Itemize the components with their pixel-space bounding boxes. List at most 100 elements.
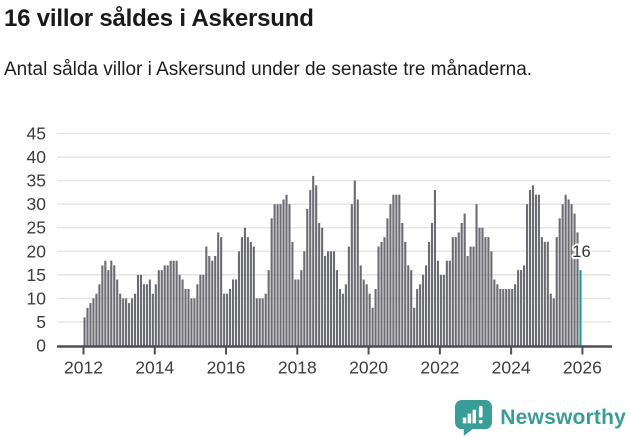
bar: [193, 298, 196, 346]
bar: [196, 284, 199, 346]
bar: [523, 265, 526, 346]
bar: [175, 260, 178, 346]
bar: [125, 298, 128, 346]
bar: [252, 246, 255, 346]
bar: [297, 279, 300, 346]
bar: [514, 284, 517, 346]
bar: [493, 279, 496, 346]
y-axis-label: 10: [27, 288, 47, 308]
bar: [534, 194, 537, 346]
bar: [163, 265, 166, 346]
x-axis-label: 2024: [492, 358, 531, 378]
bar: [178, 274, 181, 346]
bar: [131, 298, 134, 346]
y-axis-label: 20: [27, 241, 47, 261]
bar: [475, 204, 478, 346]
bar: [371, 307, 374, 346]
bar: [306, 208, 309, 346]
bar: [359, 265, 362, 346]
bar: [341, 293, 344, 346]
bar: [439, 274, 442, 346]
chart-subtitle: Antal sålda villor i Askersund under de …: [4, 59, 533, 80]
bar: [315, 185, 318, 346]
x-axis-label: 2016: [207, 358, 246, 378]
bar: [407, 265, 410, 346]
bar: [570, 204, 573, 346]
bar: [419, 284, 422, 346]
bar: [199, 274, 202, 346]
last-value-label: 16: [572, 243, 590, 261]
bar: [502, 288, 505, 346]
bar: [261, 298, 264, 346]
bar: [508, 288, 511, 346]
bar: [436, 260, 439, 346]
bar: [427, 241, 431, 346]
bar: [466, 255, 469, 346]
bar: [309, 190, 312, 346]
bar: [95, 293, 98, 346]
bar: [353, 180, 356, 346]
bar: [276, 204, 279, 346]
bar: [202, 274, 205, 346]
bar: [401, 223, 404, 346]
bar: [416, 288, 419, 346]
bar: [392, 194, 395, 346]
bar: [335, 270, 339, 346]
bar: [208, 255, 211, 346]
bar: [324, 255, 327, 346]
bar: [237, 251, 241, 346]
bar: [454, 237, 457, 346]
bar: [520, 270, 523, 346]
x-axis-label: 2018: [278, 358, 317, 378]
bar: [365, 284, 368, 346]
bar: [89, 303, 92, 346]
bar: [383, 237, 386, 346]
bar: [499, 288, 502, 346]
chart-title: 16 villor såldes i Askersund: [4, 5, 314, 32]
bar: [368, 293, 371, 346]
bar: [528, 190, 532, 346]
bar: [451, 237, 454, 346]
y-axis-label: 5: [36, 312, 46, 332]
bar: [211, 260, 214, 346]
bar: [561, 204, 564, 346]
bar: [505, 288, 508, 346]
bar: [264, 293, 267, 346]
bar: [119, 293, 122, 346]
bar: [445, 260, 448, 346]
bar: [448, 260, 451, 346]
bar: [217, 232, 220, 346]
y-axis-label: 30: [27, 194, 47, 214]
bar: [294, 279, 297, 346]
bar: [107, 270, 110, 346]
bar: [139, 274, 143, 346]
bar: [246, 237, 249, 346]
bar: [172, 260, 175, 346]
bar: [83, 317, 86, 346]
bar: [270, 218, 273, 346]
bar: [460, 223, 463, 346]
bar: [133, 293, 137, 346]
bar: [329, 251, 333, 346]
bar: [567, 199, 570, 346]
bar: [347, 246, 350, 346]
bar: [410, 270, 413, 346]
bar: [517, 270, 520, 346]
bar: [101, 265, 104, 346]
bar: [169, 260, 172, 346]
bar: [481, 227, 484, 346]
bar: [312, 175, 315, 346]
bar: [380, 241, 383, 346]
bar: [154, 284, 157, 346]
bar: [389, 204, 392, 346]
bar: [356, 199, 359, 346]
bar: [86, 307, 89, 346]
bar: [564, 194, 567, 346]
bar: [484, 237, 487, 346]
x-axis-label: 2014: [135, 358, 174, 378]
bar: [181, 279, 184, 346]
bar: [187, 288, 190, 346]
y-axis-label: 40: [27, 147, 47, 167]
bar: [377, 246, 380, 346]
